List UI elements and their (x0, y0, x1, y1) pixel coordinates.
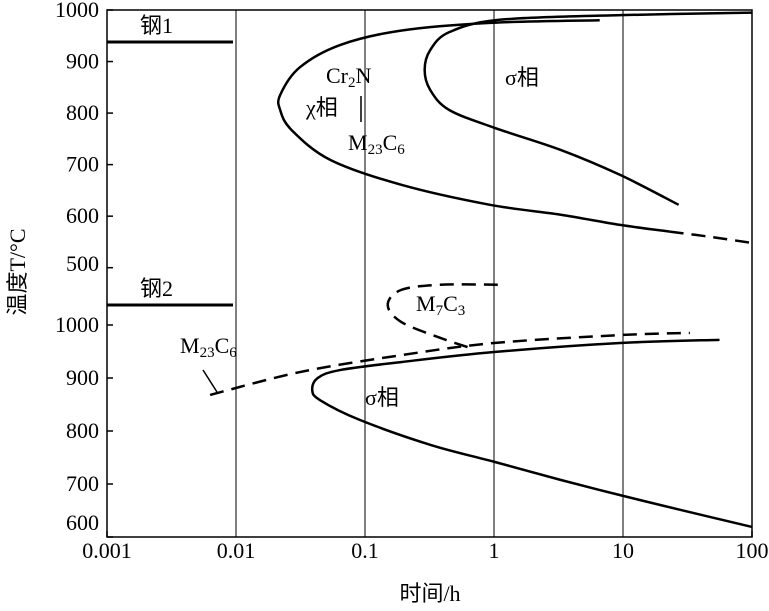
y-axis-label: 温度T/°C (5, 228, 30, 315)
annotation: M7C3 (416, 291, 465, 319)
annotation: 钢1 (140, 13, 173, 38)
y-tick-label: 900 (66, 49, 99, 74)
annotation-text: M (180, 333, 200, 358)
annotation-text: M (416, 291, 436, 316)
curve (310, 338, 753, 529)
annotation: χ相 (305, 95, 338, 120)
curve (386, 283, 498, 349)
annotation-text: Cr (326, 63, 349, 88)
y-tick-label: 700 (66, 152, 99, 177)
annotation-text: C (215, 333, 230, 358)
annotation: M23C6 (180, 333, 237, 361)
leader-line (202, 369, 218, 393)
y-tick-label: 900 (66, 365, 99, 390)
subscript: 6 (397, 142, 405, 158)
curve (277, 19, 670, 233)
annotation: σ相 (365, 385, 399, 410)
x-tick-label: 0.1 (351, 538, 379, 563)
y-tick-label: 500 (66, 251, 99, 276)
annotation-text: C (383, 130, 398, 155)
annotation: 钢2 (140, 276, 173, 301)
subscript: 3 (458, 303, 466, 319)
annotation-text: 钢2 (140, 276, 173, 301)
annotation-text: M (348, 130, 368, 155)
annotation-text: σ相 (505, 65, 539, 90)
annotation-text: σ相 (365, 385, 399, 410)
annotation: σ相 (505, 65, 539, 90)
y-tick-label: 800 (66, 418, 99, 443)
curve (669, 230, 753, 245)
y-tick-label: 1000 (55, 0, 99, 22)
x-tick-label: 0.001 (82, 538, 132, 563)
x-tick-label: 1 (489, 538, 500, 563)
annotation: Cr2N (326, 63, 372, 91)
annotation-text: 钢1 (140, 13, 173, 38)
annotation-text: N (356, 63, 372, 88)
annotation-text: C (443, 291, 458, 316)
x-tick-label: 10 (612, 538, 634, 563)
annotation: M23C6 (348, 130, 405, 158)
subscript: 23 (200, 345, 215, 361)
subscript: 7 (436, 303, 444, 319)
x-tick-label: 100 (736, 538, 769, 563)
subscript: 2 (348, 75, 356, 91)
subscript: 6 (229, 345, 237, 361)
y-tick-label: 700 (66, 471, 99, 496)
y-tick-label: 600 (66, 510, 99, 535)
subscript: 23 (368, 142, 383, 158)
y-tick-label: 800 (66, 100, 99, 125)
y-tick-label: 600 (66, 203, 99, 228)
annotation-text: χ相 (305, 95, 338, 120)
plot-frame (106, 9, 753, 538)
y-tick-label: 1000 (55, 312, 99, 337)
x-axis-label: 时间/h (399, 581, 460, 606)
x-tick-label: 0.01 (217, 538, 256, 563)
curve (423, 11, 753, 206)
